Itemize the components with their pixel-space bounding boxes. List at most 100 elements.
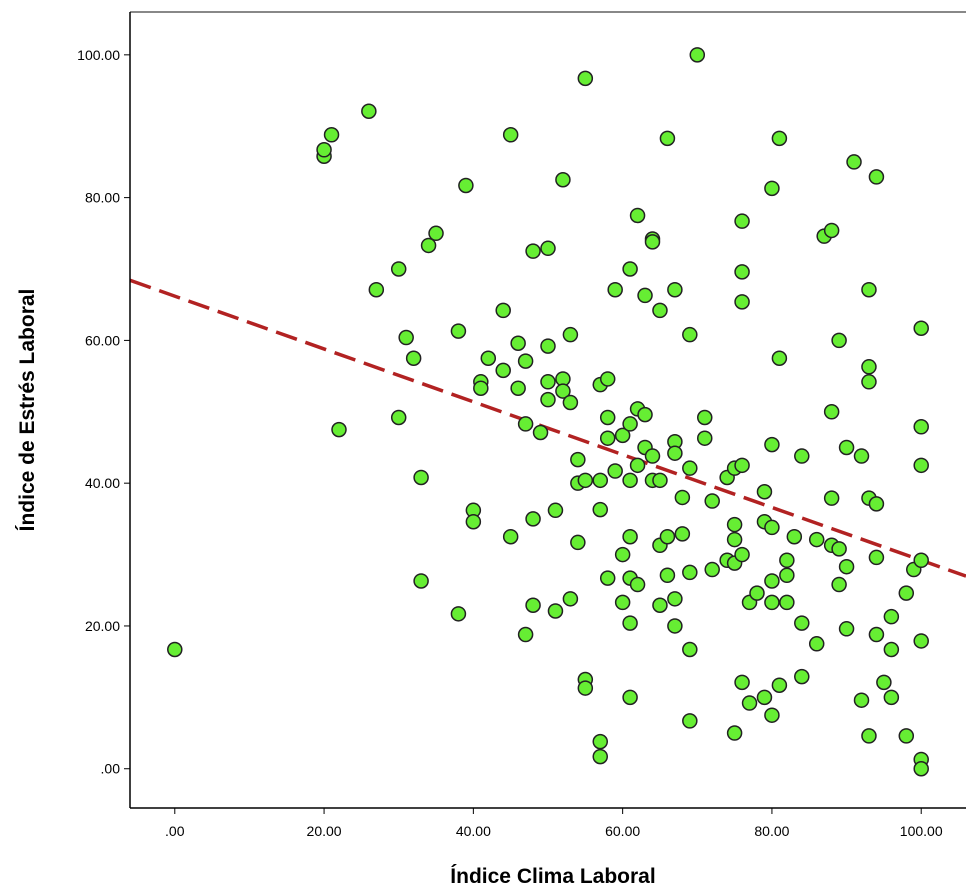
data-point [622,261,638,277]
data-point [167,641,183,658]
data-point [898,585,915,601]
y-tick-label: 80.00 [85,190,120,206]
data-point [577,70,594,87]
data-point [779,552,795,569]
data-point [861,359,877,375]
data-point [674,526,691,542]
data-point [883,689,900,706]
data-point [764,436,780,453]
data-point [794,668,810,685]
y-tick-label: 20.00 [85,618,120,634]
data-point [540,338,556,354]
y-axis-title: Índice de Estrés Laboral [16,289,39,532]
data-point [749,585,765,601]
data-point [913,419,929,435]
data-point [861,281,877,298]
data-point [786,528,803,545]
data-point [794,615,810,631]
data-point [495,362,511,379]
y-tick-label: 40.00 [85,475,120,491]
data-point [592,472,608,489]
data-point [652,597,668,614]
data-point [868,169,885,185]
data-point [614,594,631,611]
data-point [562,326,579,343]
data-point [883,608,900,625]
data-point [555,172,571,188]
data-point [741,695,758,711]
data-point [831,576,847,593]
fit-line-layer [130,278,966,578]
data-point [599,430,616,446]
points-layer [167,47,929,777]
data-point [405,350,422,366]
data-point [525,511,541,527]
data-point [771,130,788,147]
data-point [450,323,467,339]
data-point [547,502,564,519]
data-point [697,409,713,426]
data-point [913,633,929,649]
data-point [726,516,743,533]
data-point [495,302,511,319]
data-point [622,416,638,432]
data-point [570,451,586,468]
data-point [764,707,780,723]
data-point [644,234,661,250]
data-point [794,448,810,464]
data-point [599,371,616,387]
data-point [622,615,638,631]
data-point [823,490,840,506]
data-point [868,496,885,512]
data-point [480,350,497,366]
data-point [913,320,929,337]
data-point [659,567,676,584]
y-tick-label: 100.00 [77,47,120,63]
data-point [614,427,631,444]
data-point [659,130,676,147]
data-point [667,445,683,461]
data-point [771,677,788,693]
x-tick-label: 20.00 [307,823,342,839]
data-point [868,626,885,643]
fit-line [130,278,966,578]
data-point [808,636,825,652]
x-tick-label: .00 [165,823,185,839]
data-point [689,47,706,63]
data-point [517,626,534,643]
data-point [756,689,773,706]
data-point [570,534,586,551]
x-tick-label: 40.00 [456,823,491,839]
data-point [779,567,795,584]
data-point [697,430,713,446]
data-point [577,680,594,696]
data-point [323,127,340,143]
data-point [390,409,407,426]
data-point [629,207,646,224]
y-tick-label: 60.00 [85,332,120,348]
data-point [390,261,407,277]
data-point [652,302,668,319]
data-point [779,594,795,611]
data-point [838,558,855,575]
data-point [510,335,526,352]
data-point [667,281,683,298]
data-point [614,546,631,563]
data-point [592,501,608,518]
data-point [682,326,698,343]
data-point [413,469,429,486]
data-point [682,564,698,581]
data-point [682,460,698,476]
data-point [420,237,437,254]
data-point [577,472,594,489]
x-tick-label: 80.00 [754,823,789,839]
data-point [913,552,929,569]
data-point [682,713,698,729]
data-point [540,374,556,390]
data-point [644,448,661,464]
data-point [547,603,564,619]
data-point [756,483,773,500]
data-point [853,692,870,708]
